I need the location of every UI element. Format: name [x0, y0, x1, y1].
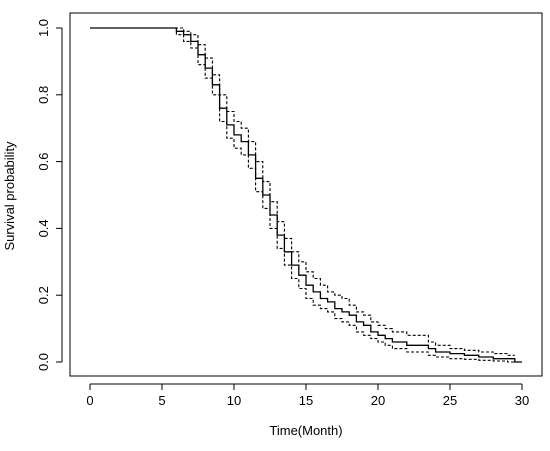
series-layer — [90, 27, 522, 363]
y-tick-label: 0.8 — [36, 86, 51, 104]
lower-confidence-curve — [90, 27, 515, 363]
y-axis-label: Survival probability — [2, 141, 17, 251]
x-tick-label: 5 — [158, 393, 165, 408]
y-tick-label: 1.0 — [36, 19, 51, 37]
y-axis: 0.0 0.2 0.4 0.6 0.8 1.0 — [36, 19, 63, 371]
survival-curve — [90, 27, 522, 363]
x-tick-label: 20 — [371, 393, 385, 408]
y-tick-label: 0.4 — [36, 219, 51, 237]
upper-confidence-curve — [90, 27, 515, 356]
x-tick-label: 10 — [227, 393, 241, 408]
x-tick-label: 0 — [86, 393, 93, 408]
x-tick-label: 30 — [515, 393, 529, 408]
x-axis-label: Time(Month) — [269, 423, 342, 438]
y-tick-label: 0.0 — [36, 353, 51, 371]
y-tick-label: 0.6 — [36, 153, 51, 171]
plot-frame — [69, 12, 543, 377]
y-tick-label: 0.2 — [36, 286, 51, 304]
x-tick-label: 25 — [443, 393, 457, 408]
x-axis: 0 5 10 15 20 25 30 — [86, 383, 529, 408]
x-tick-label: 15 — [299, 393, 313, 408]
